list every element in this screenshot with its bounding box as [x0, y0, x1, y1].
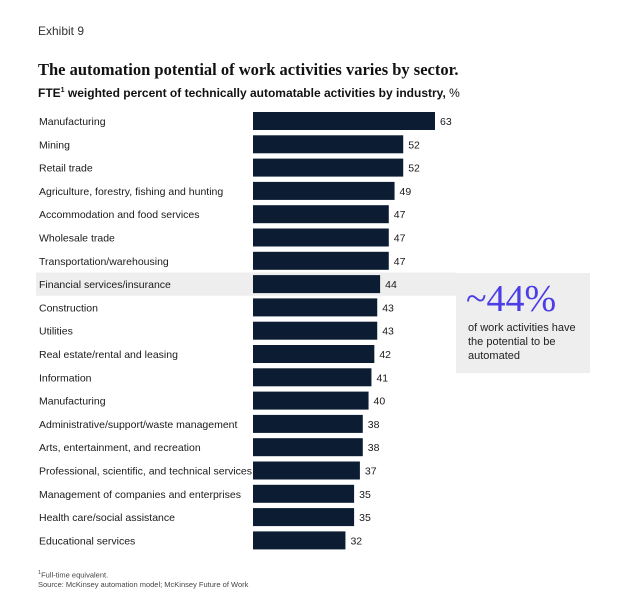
value-label: 47	[394, 209, 406, 221]
bar	[253, 205, 389, 224]
value-label: 40	[374, 396, 386, 408]
bar	[253, 275, 381, 294]
value-label: 63	[440, 116, 452, 128]
subtitle-text: weighted percent of technically automata…	[64, 86, 446, 100]
chart-subtitle: FTE1 weighted percent of technically aut…	[38, 86, 460, 100]
subtitle-footnote-mark: 1	[60, 87, 65, 94]
category-label: Mining	[39, 139, 70, 151]
category-label: Financial services/insurance	[39, 279, 171, 291]
bar	[253, 484, 355, 503]
bar	[253, 181, 395, 200]
value-label: 35	[359, 489, 371, 501]
category-label: Information	[39, 372, 92, 384]
value-label: 49	[400, 186, 412, 198]
value-label: 47	[394, 256, 406, 268]
bar	[253, 298, 378, 317]
category-label: Health care/social assistance	[39, 512, 175, 524]
footnote: 1Full-time equivalent. Source: McKinsey …	[38, 569, 248, 589]
category-label: Transportation/warehousing	[39, 256, 169, 268]
bar	[253, 414, 363, 433]
category-label: Arts, entertainment, and recreation	[39, 442, 201, 454]
category-label: Real estate/rental and leasing	[39, 349, 178, 361]
value-label: 38	[368, 442, 380, 454]
bar	[253, 391, 369, 410]
value-label: 37	[365, 466, 377, 478]
chart-title: The automation potential of work activit…	[38, 60, 459, 79]
value-label: 32	[350, 535, 362, 547]
value-label: 52	[408, 139, 420, 151]
bar	[253, 321, 378, 340]
exhibit-label: Exhibit 9	[38, 24, 85, 38]
category-label: Retail trade	[39, 163, 93, 175]
value-label: 43	[382, 326, 394, 338]
bar	[253, 251, 389, 270]
value-label: 52	[408, 163, 420, 175]
bar	[253, 438, 363, 457]
subtitle-fte: FTE	[38, 86, 61, 100]
bar	[253, 531, 346, 550]
bar	[253, 461, 360, 480]
value-label: 38	[368, 419, 380, 431]
category-label: Wholesale trade	[39, 233, 115, 245]
footnote-mark: 1	[38, 570, 42, 576]
value-label: 42	[379, 349, 391, 361]
bar	[253, 135, 404, 154]
value-label: 43	[382, 302, 394, 314]
category-label: Construction	[39, 302, 98, 314]
bar	[253, 158, 404, 177]
footnote-text: Full-time equivalent.	[41, 570, 109, 580]
bar	[253, 228, 389, 247]
callout-value: ~44%	[466, 278, 557, 320]
category-label: Manufacturing	[39, 116, 106, 128]
footnote-source: Source: McKinsey automation model; McKin…	[38, 579, 249, 589]
callout-text: of work activities have the potential to…	[468, 322, 576, 362]
bar	[253, 112, 435, 130]
subtitle-unit: %	[445, 86, 460, 100]
category-label: Professional, scientific, and technical …	[39, 466, 252, 478]
category-label: Management of companies and enterprises	[39, 489, 241, 501]
category-label: Administrative/support/waste management	[39, 419, 238, 431]
footnote-definition: 1Full-time equivalent.	[38, 569, 248, 580]
category-label: Accommodation and food services	[39, 209, 200, 221]
callout-box: ~44% of work activities have the potenti…	[456, 273, 590, 373]
bar	[253, 508, 355, 527]
category-label: Utilities	[39, 326, 73, 338]
value-label: 41	[376, 372, 388, 384]
bar	[253, 368, 372, 387]
value-label: 35	[359, 512, 371, 524]
category-label: Manufacturing	[39, 396, 106, 408]
value-label: 47	[394, 233, 406, 245]
value-label: 44	[385, 279, 397, 291]
category-label: Educational services	[39, 535, 135, 547]
bar	[253, 345, 375, 363]
category-label: Agriculture, forestry, fishing and hunti…	[39, 186, 223, 198]
